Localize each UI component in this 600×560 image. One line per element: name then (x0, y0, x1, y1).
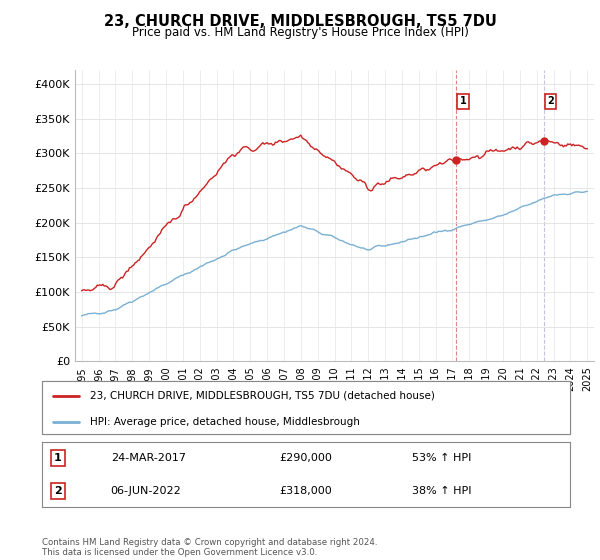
Text: 1: 1 (54, 453, 62, 463)
Text: HPI: Average price, detached house, Middlesbrough: HPI: Average price, detached house, Midd… (89, 417, 359, 427)
Text: 2: 2 (54, 486, 62, 496)
Text: 1: 1 (460, 96, 466, 106)
Text: 2: 2 (547, 96, 554, 106)
FancyBboxPatch shape (42, 381, 570, 434)
Text: Price paid vs. HM Land Registry's House Price Index (HPI): Price paid vs. HM Land Registry's House … (131, 26, 469, 39)
Text: Contains HM Land Registry data © Crown copyright and database right 2024.
This d: Contains HM Land Registry data © Crown c… (42, 538, 377, 557)
Text: 38% ↑ HPI: 38% ↑ HPI (412, 486, 471, 496)
Text: 24-MAR-2017: 24-MAR-2017 (110, 453, 185, 463)
Text: 53% ↑ HPI: 53% ↑ HPI (412, 453, 471, 463)
Text: 06-JUN-2022: 06-JUN-2022 (110, 486, 181, 496)
Text: £318,000: £318,000 (280, 486, 332, 496)
Text: 23, CHURCH DRIVE, MIDDLESBROUGH, TS5 7DU (detached house): 23, CHURCH DRIVE, MIDDLESBROUGH, TS5 7DU… (89, 391, 434, 401)
Text: £290,000: £290,000 (280, 453, 332, 463)
Text: 23, CHURCH DRIVE, MIDDLESBROUGH, TS5 7DU: 23, CHURCH DRIVE, MIDDLESBROUGH, TS5 7DU (104, 14, 496, 29)
